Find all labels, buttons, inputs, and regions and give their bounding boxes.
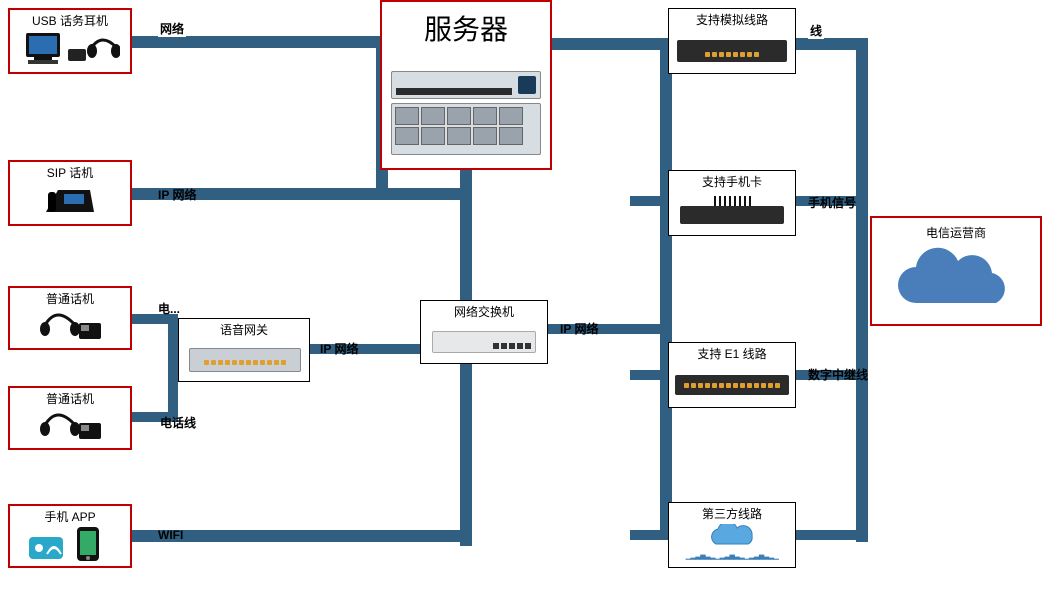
monitor-headset-icon	[14, 30, 126, 68]
node-title: USB 话务耳机	[10, 12, 130, 29]
edge-label-digi-trunk: 数字中继线	[808, 366, 868, 383]
line	[630, 196, 670, 206]
edge-label-ph1-tel: 电...	[158, 300, 180, 317]
node-title: 支持模拟线路	[669, 11, 795, 28]
ip-phone-icon	[14, 182, 126, 220]
line	[168, 314, 178, 422]
node-voice-gw: 语音网关	[178, 318, 310, 382]
line	[132, 36, 380, 48]
rack-icon	[673, 33, 791, 69]
edge-label-analog-trunk: 线	[808, 22, 824, 39]
rack-icon	[673, 367, 791, 403]
switch-icon	[183, 343, 305, 377]
gsm-gateway-icon	[673, 189, 791, 231]
edge-label-ph2-tel: 电话线	[160, 414, 196, 431]
node-sim-card: 支持手机卡	[668, 170, 796, 236]
node-title: 支持 E1 线路	[669, 345, 795, 362]
line	[552, 38, 670, 50]
desk-phone-icon	[14, 406, 126, 444]
line	[796, 38, 864, 50]
edge-label-usb-net: 网络	[158, 20, 186, 37]
node-phone2: 普通话机	[8, 386, 132, 450]
edge-label-mobile-sig: 手机信号	[808, 194, 856, 211]
app-phone-icon	[14, 524, 126, 562]
cloud-wave-icon: ▁▂▃▅▃▂▁▂▃▅▃▂▁▂▃▅▃▂▁	[673, 521, 791, 563]
node-server: 服务器	[380, 0, 552, 170]
node-title: SIP 话机	[10, 164, 130, 181]
desk-phone-icon	[14, 306, 126, 344]
line	[660, 38, 672, 540]
server-icon	[386, 62, 546, 164]
node-switch: 网络交换机	[420, 300, 548, 364]
edge-label-vg-ip: IP 网络	[320, 340, 358, 357]
line	[630, 530, 670, 540]
line	[796, 530, 864, 540]
switch-icon	[425, 325, 543, 359]
node-sip-phone: SIP 话机	[8, 160, 132, 226]
edge-label-sip-ip: IP 网络	[158, 186, 196, 203]
node-title: 网络交换机	[421, 303, 547, 320]
node-title: 第三方线路	[669, 505, 795, 522]
node-title: 语音网关	[179, 321, 309, 338]
node-e1-line: 支持 E1 线路	[668, 342, 796, 408]
edge-label-wifi: WIFI	[158, 528, 183, 542]
edge-label-sw-ip: IP 网络	[560, 320, 598, 337]
node-mobile-app: 手机 APP	[8, 504, 132, 568]
node-thirdparty: 第三方线路 ▁▂▃▅▃▂▁▂▃▅▃▂▁▂▃▅▃▂▁	[668, 502, 796, 568]
node-title: 支持手机卡	[669, 173, 795, 190]
cloud-icon	[876, 244, 1036, 320]
line	[630, 370, 670, 380]
node-title: 服务器	[382, 8, 550, 48]
node-phone1: 普通话机	[8, 286, 132, 350]
node-usb-headset: USB 话务耳机	[8, 8, 132, 74]
node-analog-line: 支持模拟线路	[668, 8, 796, 74]
line	[856, 38, 868, 542]
diagram-canvas: 网络 IP 网络 电... IP 网络 电话线 WIFI IP 网络 线 手机信…	[0, 0, 1054, 591]
node-title: 电信运营商	[872, 224, 1040, 241]
node-telecom: 电信运营商	[870, 216, 1042, 326]
